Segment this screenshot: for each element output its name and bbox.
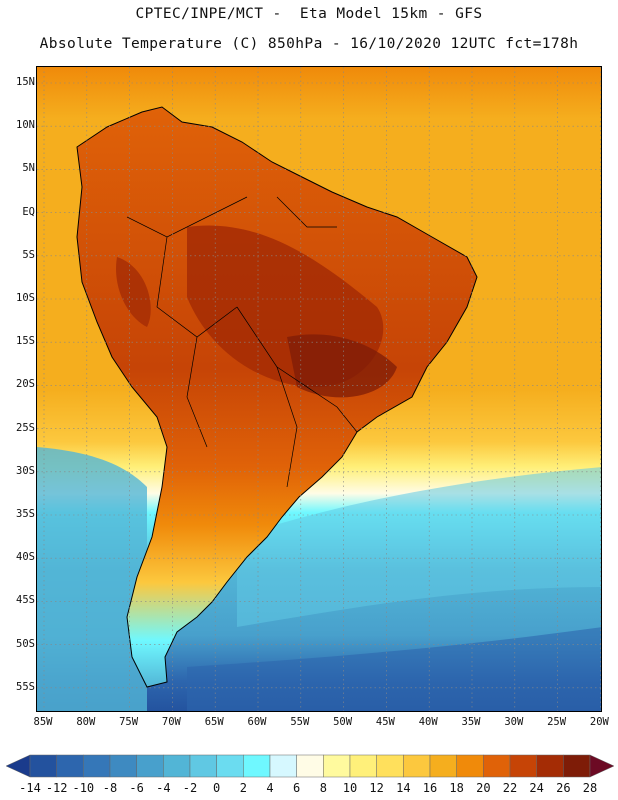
lon-label: 45W: [375, 716, 395, 728]
lat-label: 40S: [16, 551, 35, 564]
colorbar-tick-label: 18: [449, 781, 464, 795]
colorbar-tick-label: -10: [72, 781, 95, 795]
colorbar-swatch: [269, 754, 297, 778]
lon-label: 75W: [119, 716, 139, 728]
lon-label: 25W: [547, 716, 567, 728]
colorbar-swatch: [376, 754, 404, 778]
lat-label: 10N: [16, 119, 35, 132]
colorbar-tick-label: -12: [45, 781, 68, 795]
colorbar-swatch: [323, 754, 351, 778]
colorbar-tick-label: -14: [19, 781, 41, 795]
colorbar-swatch: [296, 754, 324, 778]
lon-label: 35W: [461, 716, 481, 728]
colorbar-tick-label: 26: [556, 781, 571, 795]
lat-label: 25S: [16, 421, 35, 434]
colorbar-tick-label: 20: [476, 781, 491, 795]
hot-core-andes: [116, 257, 151, 327]
lat-label: 30S: [16, 464, 35, 477]
colorbar-swatch: [83, 754, 111, 778]
map-title-line1: CPTEC/INPE/MCT - Eta Model 15km - GFS: [135, 6, 483, 22]
colorbar-arrow-left: [5, 754, 31, 778]
cold-atlantic-band: [237, 467, 601, 627]
colorbar-swatch: [216, 754, 244, 778]
temperature-map[interactable]: [36, 66, 602, 712]
lon-label: 20W: [589, 716, 609, 728]
colorbar-swatch: [136, 754, 164, 778]
south-america-landmass: [76, 106, 478, 688]
lon-label: 30W: [504, 716, 524, 728]
lon-label: 85W: [33, 716, 53, 728]
map-canvas: [37, 67, 601, 711]
colorbar-swatch: [109, 754, 137, 778]
map-title-line2: Absolute Temperature (C) 850hPa - 16/10/…: [39, 36, 579, 52]
lon-label: 80W: [76, 716, 96, 728]
lon-label: 55W: [290, 716, 310, 728]
colorbar-tick-label: -6: [129, 781, 144, 795]
colorbar-swatch: [563, 754, 591, 778]
colorbar-tick-label: 2: [239, 781, 247, 795]
lat-label: 20S: [16, 378, 35, 391]
colorbar-swatch: [429, 754, 457, 778]
colorbar-swatch: [163, 754, 191, 778]
country-borders: [126, 196, 358, 488]
lat-label: 15S: [16, 335, 35, 348]
lon-label: 60W: [247, 716, 267, 728]
colorbar-tick-label: -2: [182, 781, 198, 795]
colorbar: [5, 754, 615, 778]
colorbar-swatch: [349, 754, 377, 778]
cold-pacific-band: [37, 447, 147, 711]
lon-label: 70W: [161, 716, 181, 728]
colorbar-tick-label: 22: [502, 781, 518, 795]
colorbar-swatch: [403, 754, 431, 778]
lat-label: 15N: [16, 76, 35, 88]
colorbar-tick-label: 24: [529, 781, 544, 795]
hottest-core-central-brazil: [287, 334, 397, 398]
lon-label: 40W: [418, 716, 438, 728]
colorbar-tick-label: 8: [319, 781, 327, 795]
colorbar-tick-label: 12: [369, 781, 384, 795]
colorbar-tick-label: -8: [102, 781, 118, 795]
lat-label: 5N: [22, 162, 35, 175]
lat-label: 45S: [16, 594, 35, 607]
deep-cold-band: [187, 627, 601, 711]
colorbar-tick-label: 4: [266, 781, 274, 795]
colorbar-swatch: [536, 754, 564, 778]
colorbar-arrow-right: [589, 754, 615, 778]
colorbar-swatch: [189, 754, 217, 778]
colorbar-swatch: [56, 754, 84, 778]
lat-label: 50S: [16, 637, 35, 650]
colorbar-tick-label: 16: [422, 781, 438, 795]
colorbar-tick-label: 10: [342, 781, 358, 795]
colorbar-swatch: [243, 754, 271, 778]
colorbar-tick-label: -4: [156, 781, 171, 795]
lat-label: 55S: [16, 680, 35, 693]
colorbar-swatch: [29, 754, 57, 778]
colorbar-swatch: [509, 754, 537, 778]
lat-label: 35S: [16, 508, 35, 520]
colorbar-tick-label: 14: [396, 781, 411, 795]
colorbar-swatch: [456, 754, 484, 778]
lon-label: 50W: [333, 716, 353, 728]
colorbar-swatch: [483, 754, 511, 778]
colorbar-tick-label: 0: [213, 781, 221, 795]
lat-label: 10S: [16, 292, 35, 304]
lon-label: 65W: [204, 716, 224, 728]
lat-label: 5S: [22, 248, 35, 261]
lat-label: EQ: [22, 205, 35, 218]
colorbar-tick-label: 6: [293, 781, 301, 795]
colorbar-tick-label: 28: [582, 781, 598, 795]
